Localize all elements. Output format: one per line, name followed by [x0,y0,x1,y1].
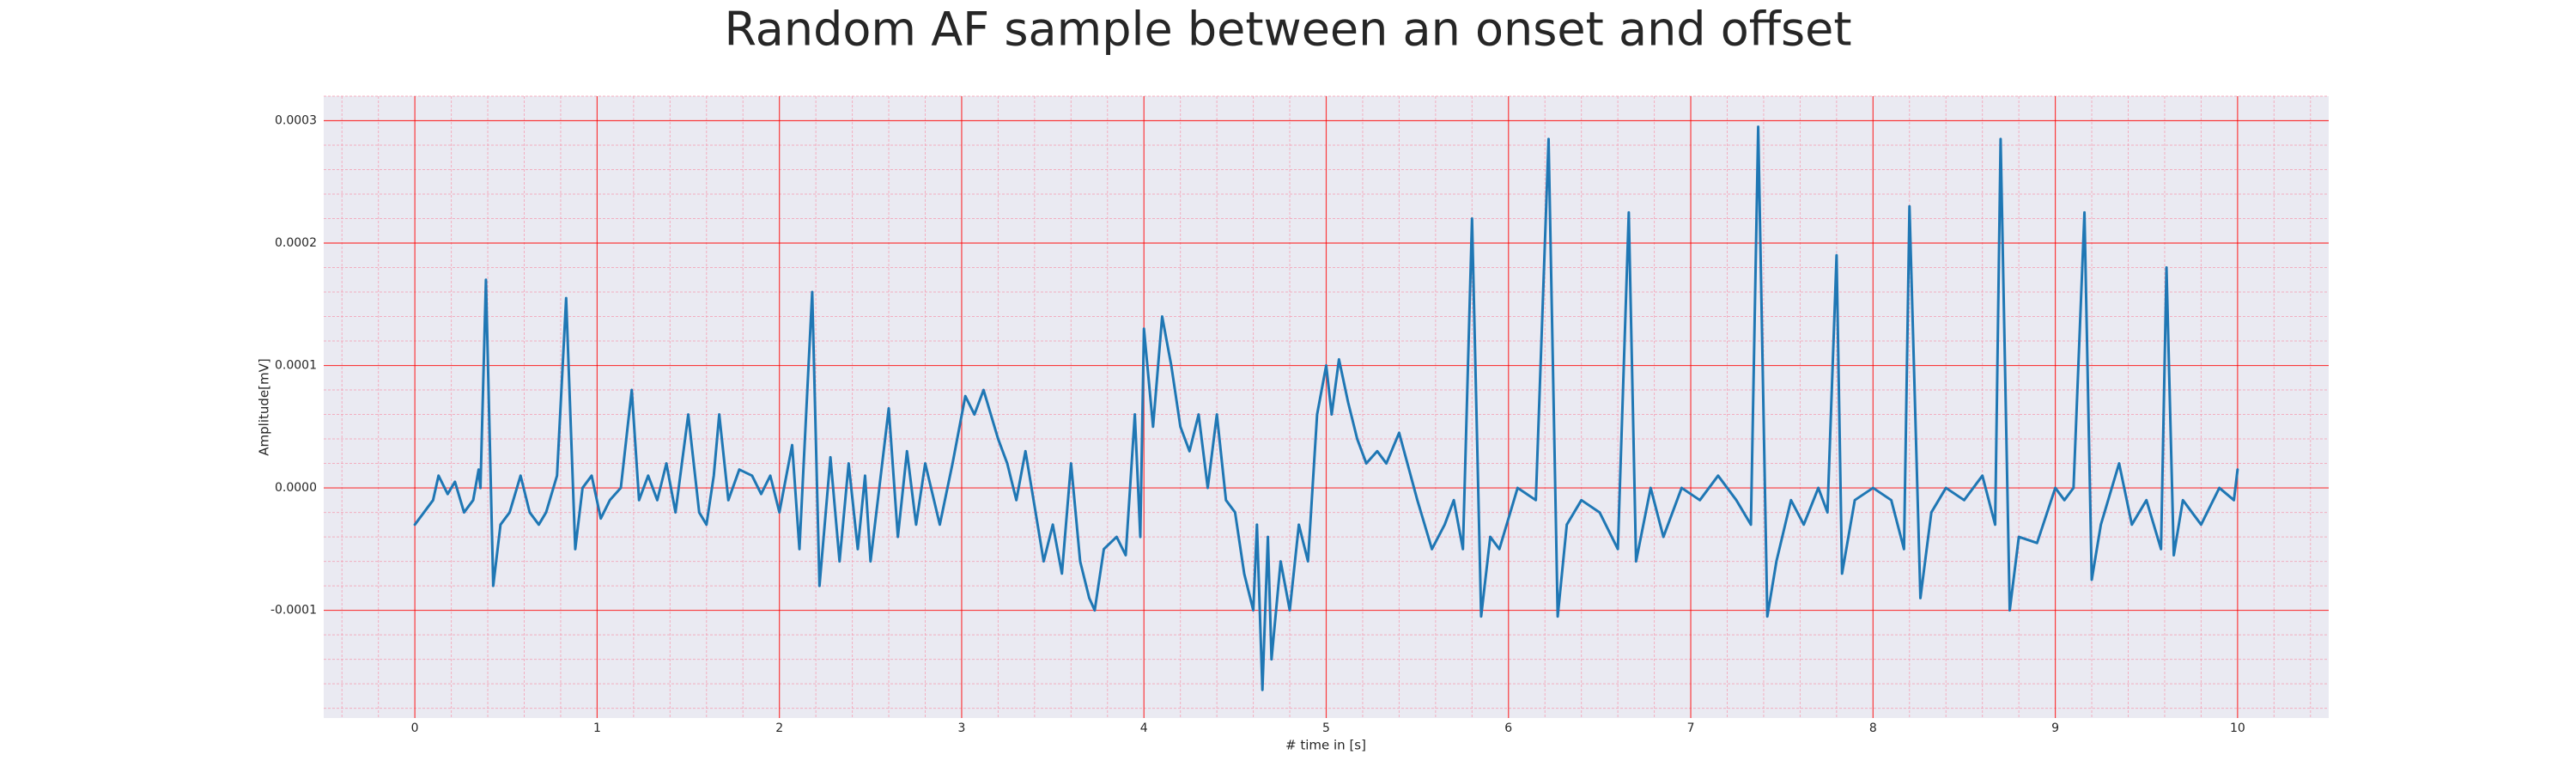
x-tick-label: 0 [411,721,419,735]
x-tick-label: 2 [775,721,783,735]
x-tick-label: 10 [2230,721,2245,735]
x-tick-label: 8 [1869,721,1877,735]
y-tick-label: 0.0001 [275,359,317,373]
x-tick-label: 1 [593,721,601,735]
x-tick-label: 7 [1687,721,1695,735]
x-tick-label: 6 [1504,721,1512,735]
y-tick-label: 0.0002 [275,236,317,250]
y-tick-label: -0.0001 [270,604,317,618]
y-axis-label: Amplitude[mV] [257,358,272,455]
plot-area [324,95,2329,718]
y-tick-label: 0.0000 [275,481,317,495]
x-tick-label: 9 [2051,721,2059,735]
x-axis-label: # time in [s] [1285,738,1366,753]
x-tick-label: 3 [957,721,965,735]
y-tick-label: 0.0003 [275,114,317,128]
chart-title: Random AF sample between an onset and of… [724,3,1851,57]
x-tick-label: 4 [1140,721,1148,735]
signal-line [413,125,2239,691]
x-tick-label: 5 [1322,721,1330,735]
